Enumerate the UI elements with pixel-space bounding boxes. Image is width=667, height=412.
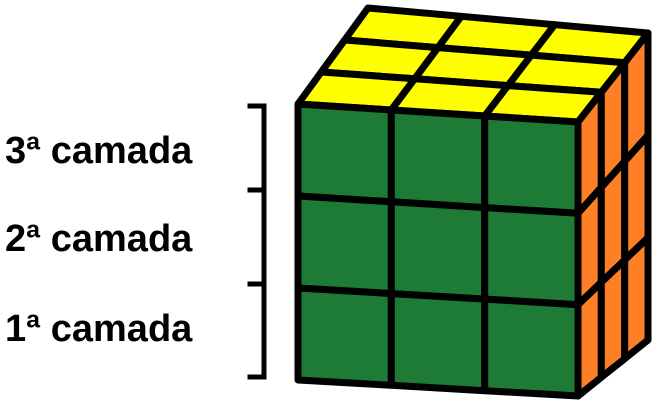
front-tile-r2-c3 [481,204,582,309]
front-tile-r3-c2 [387,290,489,395]
layer-label-1: 1ª camada [5,308,193,350]
layer-label-2: 2ª camada [5,218,193,260]
layer-label-3: 3ª camada [5,130,193,172]
right-tile-r3-c2 [597,256,629,381]
front-tile-r3-c3 [481,295,582,400]
front-tile-r1-c1 [294,100,395,206]
right-tile-r3-c3 [621,234,652,363]
front-tile-r2-c1 [294,192,395,298]
layer-bracket [247,103,267,380]
layer-labels: 3ª camada 2ª camada 1ª camada [5,130,193,350]
front-face [294,100,582,400]
right-face [574,29,652,400]
front-tile-r3-c1 [294,284,395,389]
front-tile-r1-c3 [481,112,582,217]
front-tile-r1-c2 [387,106,489,212]
front-tile-r2-c2 [387,198,489,303]
